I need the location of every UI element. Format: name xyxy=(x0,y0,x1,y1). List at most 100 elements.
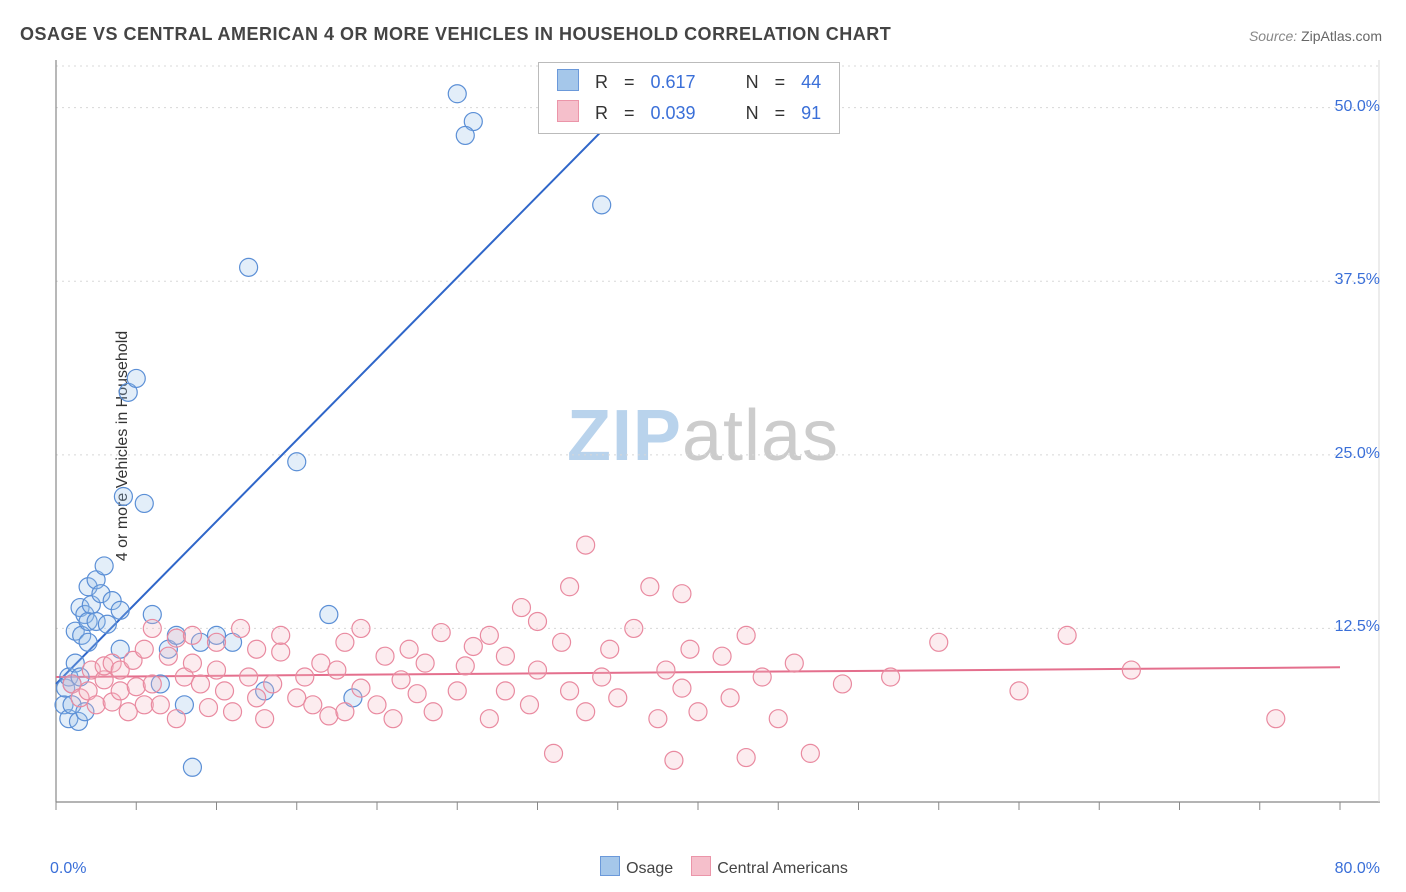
point-central xyxy=(167,710,185,728)
point-osage xyxy=(593,196,611,214)
point-central xyxy=(480,626,498,644)
legend-swatch-central xyxy=(557,100,579,122)
point-osage xyxy=(114,487,132,505)
point-central xyxy=(930,633,948,651)
point-osage xyxy=(98,615,116,633)
legend-swatch-osage xyxy=(557,69,579,91)
point-central xyxy=(882,668,900,686)
point-central xyxy=(392,671,410,689)
source-label: Source: xyxy=(1249,28,1297,44)
point-central xyxy=(159,647,177,665)
point-central xyxy=(577,703,595,721)
point-central xyxy=(208,661,226,679)
point-central xyxy=(248,640,266,658)
point-central xyxy=(143,675,161,693)
series-legend: OsageCentral Americans xyxy=(50,856,1380,878)
point-central xyxy=(432,624,450,642)
point-central xyxy=(456,657,474,675)
legend-label-central: Central Americans xyxy=(717,860,848,877)
point-osage xyxy=(456,126,474,144)
eq: = xyxy=(616,67,643,98)
point-central xyxy=(183,654,201,672)
point-central xyxy=(512,599,530,617)
point-central xyxy=(609,689,627,707)
point-osage xyxy=(320,606,338,624)
point-central xyxy=(416,654,434,672)
point-central xyxy=(135,696,153,714)
point-central xyxy=(376,647,394,665)
legend-swatch-osage xyxy=(600,856,620,876)
r-value-osage: 0.617 xyxy=(643,67,704,98)
point-central xyxy=(424,703,442,721)
point-central xyxy=(384,710,402,728)
r-value-central: 0.039 xyxy=(643,98,704,129)
point-central xyxy=(601,640,619,658)
point-central xyxy=(272,643,290,661)
point-central xyxy=(167,629,185,647)
point-central xyxy=(480,710,498,728)
point-central xyxy=(529,612,547,630)
point-central xyxy=(199,699,217,717)
point-osage xyxy=(240,258,258,276)
point-central xyxy=(312,654,330,672)
point-central xyxy=(111,682,129,700)
point-central xyxy=(657,661,675,679)
point-central xyxy=(296,668,314,686)
point-central xyxy=(208,633,226,651)
eq: = xyxy=(767,67,794,98)
x-axis-max-label: 80.0% xyxy=(1335,860,1380,878)
point-central xyxy=(183,626,201,644)
point-central xyxy=(833,675,851,693)
point-central xyxy=(673,679,691,697)
plot-area xyxy=(50,60,1380,820)
point-central xyxy=(641,578,659,596)
point-osage xyxy=(183,758,201,776)
point-central xyxy=(625,619,643,637)
point-central xyxy=(553,633,571,651)
point-central xyxy=(649,710,667,728)
point-central xyxy=(336,703,354,721)
corr-row-osage: R=0.617N=44 xyxy=(549,67,829,98)
point-central xyxy=(561,578,579,596)
y-tick-label: 12.5% xyxy=(1335,618,1380,636)
legend-swatch-central xyxy=(691,856,711,876)
point-central xyxy=(368,696,386,714)
point-osage xyxy=(79,633,97,651)
chart-title: OSAGE VS CENTRAL AMERICAN 4 OR MORE VEHI… xyxy=(20,24,891,45)
eq: = xyxy=(616,98,643,129)
chart-container: OSAGE VS CENTRAL AMERICAN 4 OR MORE VEHI… xyxy=(0,0,1406,892)
point-central xyxy=(87,696,105,714)
point-central xyxy=(785,654,803,672)
point-central xyxy=(673,585,691,603)
eq: = xyxy=(767,98,794,129)
n-value-osage: 44 xyxy=(793,67,829,98)
point-osage xyxy=(127,369,145,387)
point-central xyxy=(320,707,338,725)
point-central xyxy=(520,696,538,714)
point-central xyxy=(1010,682,1028,700)
plot-svg xyxy=(50,60,1380,820)
point-central xyxy=(248,689,266,707)
point-central xyxy=(529,661,547,679)
n-value-central: 91 xyxy=(793,98,829,129)
point-central xyxy=(665,751,683,769)
point-osage xyxy=(288,453,306,471)
point-central xyxy=(256,710,274,728)
point-central xyxy=(264,675,282,693)
point-central xyxy=(721,689,739,707)
point-central xyxy=(272,626,290,644)
point-central xyxy=(232,619,250,637)
point-central xyxy=(593,668,611,686)
point-central xyxy=(143,619,161,637)
y-tick-label: 50.0% xyxy=(1335,98,1380,116)
point-central xyxy=(216,682,234,700)
point-osage xyxy=(95,557,113,575)
r-label: R xyxy=(587,67,616,98)
source-value: ZipAtlas.com xyxy=(1301,28,1382,44)
point-central xyxy=(408,685,426,703)
point-osage xyxy=(135,494,153,512)
point-central xyxy=(240,668,258,686)
point-central xyxy=(1058,626,1076,644)
point-osage xyxy=(111,601,129,619)
point-central xyxy=(328,661,346,679)
